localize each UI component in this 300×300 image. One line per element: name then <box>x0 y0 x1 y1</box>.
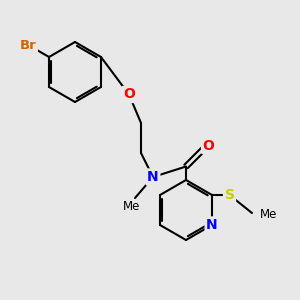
Text: Me: Me <box>260 208 277 221</box>
Text: O: O <box>123 88 135 101</box>
Text: O: O <box>202 139 214 152</box>
Text: S: S <box>224 188 235 202</box>
Text: N: N <box>147 170 159 184</box>
Text: Me: Me <box>123 200 141 214</box>
Text: Br: Br <box>20 39 36 52</box>
Text: N: N <box>206 218 218 232</box>
